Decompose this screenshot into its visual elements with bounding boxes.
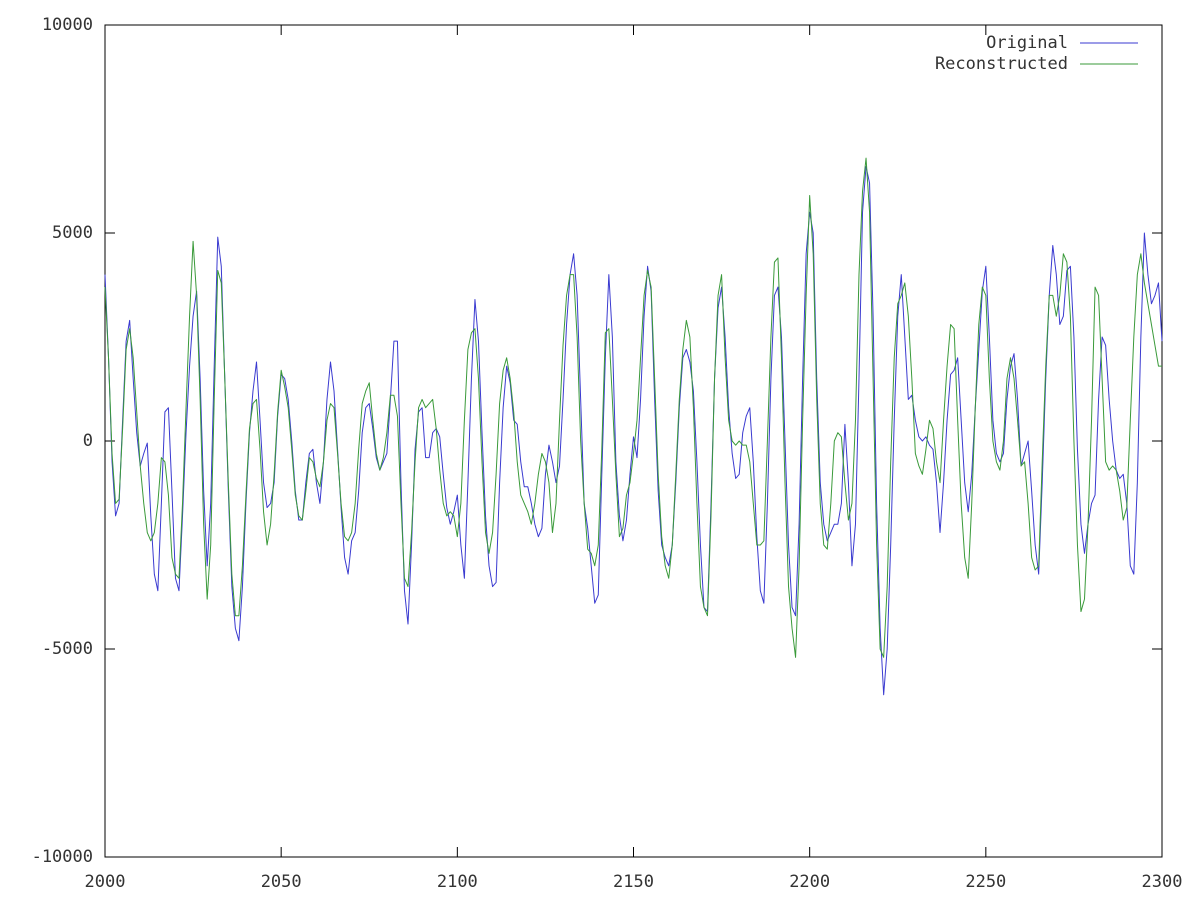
x-tick-label: 2100 [437,872,478,892]
x-tick-label: 2150 [613,872,654,892]
x-tick-label: 2250 [965,872,1006,892]
y-tick-label: 0 [83,431,93,451]
series-line [104,165,1163,696]
legend-label: Reconstructed [935,54,1068,74]
y-tick-label: 5000 [52,223,93,243]
x-tick-label: 2200 [789,872,830,892]
y-tick-label: -5000 [42,639,93,659]
series-line [104,157,1162,658]
y-tick-label: 10000 [42,15,93,35]
x-tick-label: 2000 [85,872,126,892]
y-tick-label: -10000 [32,847,93,867]
x-tick-label: 2300 [1142,872,1183,892]
legend-label: Original [986,33,1068,53]
x-tick-label: 2050 [261,872,302,892]
